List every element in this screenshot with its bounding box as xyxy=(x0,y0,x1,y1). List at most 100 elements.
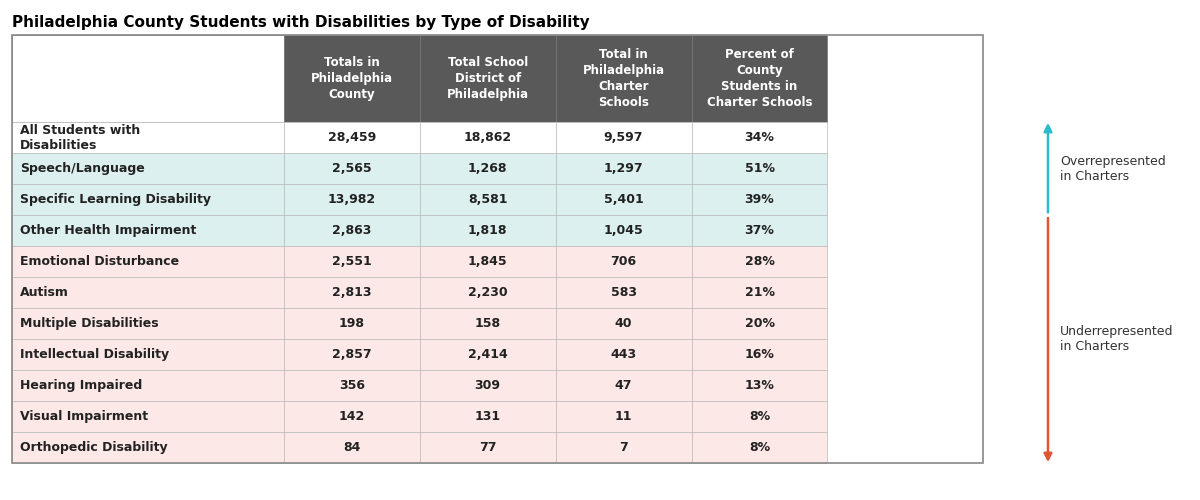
FancyBboxPatch shape xyxy=(283,215,420,246)
FancyBboxPatch shape xyxy=(420,432,556,462)
Text: 9,597: 9,597 xyxy=(604,132,643,144)
Text: 77: 77 xyxy=(479,440,497,454)
FancyBboxPatch shape xyxy=(420,35,556,122)
Text: 7: 7 xyxy=(619,440,628,454)
FancyBboxPatch shape xyxy=(12,215,283,246)
Text: Overrepresented
in Charters: Overrepresented in Charters xyxy=(1060,155,1165,183)
FancyBboxPatch shape xyxy=(283,339,420,370)
FancyBboxPatch shape xyxy=(556,122,691,154)
FancyBboxPatch shape xyxy=(283,370,420,400)
FancyBboxPatch shape xyxy=(283,432,420,462)
FancyBboxPatch shape xyxy=(556,432,691,462)
Text: Specific Learning Disability: Specific Learning Disability xyxy=(20,194,211,206)
FancyBboxPatch shape xyxy=(12,246,283,277)
FancyBboxPatch shape xyxy=(556,215,691,246)
FancyBboxPatch shape xyxy=(283,277,420,308)
Text: All Students with
Disabilities: All Students with Disabilities xyxy=(20,124,140,152)
Text: 11: 11 xyxy=(614,410,632,422)
Text: Emotional Disturbance: Emotional Disturbance xyxy=(20,255,179,268)
Text: 1,845: 1,845 xyxy=(468,255,508,268)
FancyBboxPatch shape xyxy=(691,339,828,370)
Text: 39%: 39% xyxy=(745,194,774,206)
FancyBboxPatch shape xyxy=(691,122,828,154)
FancyBboxPatch shape xyxy=(420,277,556,308)
FancyBboxPatch shape xyxy=(283,122,420,154)
Text: 28%: 28% xyxy=(744,255,774,268)
Text: 2,857: 2,857 xyxy=(332,348,372,361)
Text: Philadelphia County Students with Disabilities by Type of Disability: Philadelphia County Students with Disabi… xyxy=(12,15,589,30)
Text: Underrepresented
in Charters: Underrepresented in Charters xyxy=(1060,325,1174,353)
Text: 8%: 8% xyxy=(749,440,770,454)
FancyBboxPatch shape xyxy=(556,370,691,400)
Text: 131: 131 xyxy=(474,410,500,422)
Text: 84: 84 xyxy=(343,440,360,454)
Text: 2,230: 2,230 xyxy=(468,286,508,299)
Text: 28,459: 28,459 xyxy=(328,132,376,144)
FancyBboxPatch shape xyxy=(691,246,828,277)
FancyBboxPatch shape xyxy=(691,154,828,184)
FancyBboxPatch shape xyxy=(691,35,828,122)
FancyBboxPatch shape xyxy=(556,339,691,370)
FancyBboxPatch shape xyxy=(12,154,283,184)
FancyBboxPatch shape xyxy=(283,246,420,277)
Text: 2,565: 2,565 xyxy=(332,162,372,175)
Text: Visual Impairment: Visual Impairment xyxy=(20,410,149,422)
FancyBboxPatch shape xyxy=(691,215,828,246)
FancyBboxPatch shape xyxy=(556,246,691,277)
FancyBboxPatch shape xyxy=(283,35,420,122)
Text: 583: 583 xyxy=(611,286,636,299)
Text: 1,045: 1,045 xyxy=(604,224,643,237)
Text: 706: 706 xyxy=(611,255,637,268)
FancyBboxPatch shape xyxy=(283,154,420,184)
Text: 1,268: 1,268 xyxy=(468,162,508,175)
FancyBboxPatch shape xyxy=(12,277,283,308)
Text: 16%: 16% xyxy=(744,348,774,361)
FancyBboxPatch shape xyxy=(283,308,420,339)
Text: 13%: 13% xyxy=(744,378,774,392)
Text: 309: 309 xyxy=(475,378,500,392)
Text: Total School
District of
Philadelphia: Total School District of Philadelphia xyxy=(446,56,529,101)
FancyBboxPatch shape xyxy=(420,370,556,400)
FancyBboxPatch shape xyxy=(556,184,691,215)
Text: 443: 443 xyxy=(611,348,637,361)
FancyBboxPatch shape xyxy=(556,277,691,308)
Text: 1,297: 1,297 xyxy=(604,162,643,175)
FancyBboxPatch shape xyxy=(691,432,828,462)
Text: 40: 40 xyxy=(614,317,632,330)
FancyBboxPatch shape xyxy=(12,184,283,215)
FancyBboxPatch shape xyxy=(420,308,556,339)
FancyBboxPatch shape xyxy=(691,370,828,400)
Text: 47: 47 xyxy=(614,378,632,392)
Text: 34%: 34% xyxy=(744,132,774,144)
Text: Autism: Autism xyxy=(20,286,70,299)
Text: Other Health Impairment: Other Health Impairment xyxy=(20,224,197,237)
Text: Orthopedic Disability: Orthopedic Disability xyxy=(20,440,168,454)
Text: 18,862: 18,862 xyxy=(463,132,511,144)
Text: 356: 356 xyxy=(338,378,365,392)
Text: 2,863: 2,863 xyxy=(332,224,371,237)
Text: Intellectual Disability: Intellectual Disability xyxy=(20,348,169,361)
FancyBboxPatch shape xyxy=(420,246,556,277)
FancyBboxPatch shape xyxy=(12,35,283,122)
Text: Percent of
County
Students in
Charter Schools: Percent of County Students in Charter Sc… xyxy=(707,48,812,109)
FancyBboxPatch shape xyxy=(691,277,828,308)
Text: 2,813: 2,813 xyxy=(332,286,372,299)
Text: 142: 142 xyxy=(338,410,365,422)
FancyBboxPatch shape xyxy=(420,215,556,246)
Text: 2,414: 2,414 xyxy=(468,348,508,361)
Text: 1,818: 1,818 xyxy=(468,224,508,237)
Text: Multiple Disabilities: Multiple Disabilities xyxy=(20,317,158,330)
Text: 37%: 37% xyxy=(744,224,774,237)
FancyBboxPatch shape xyxy=(420,122,556,154)
FancyBboxPatch shape xyxy=(691,184,828,215)
Text: 8,581: 8,581 xyxy=(468,194,508,206)
Text: 198: 198 xyxy=(338,317,365,330)
Text: 2,551: 2,551 xyxy=(332,255,372,268)
FancyBboxPatch shape xyxy=(12,308,283,339)
FancyBboxPatch shape xyxy=(556,308,691,339)
Text: 13,982: 13,982 xyxy=(328,194,376,206)
Text: 5,401: 5,401 xyxy=(604,194,643,206)
FancyBboxPatch shape xyxy=(283,400,420,432)
FancyBboxPatch shape xyxy=(12,432,283,462)
FancyBboxPatch shape xyxy=(12,400,283,432)
